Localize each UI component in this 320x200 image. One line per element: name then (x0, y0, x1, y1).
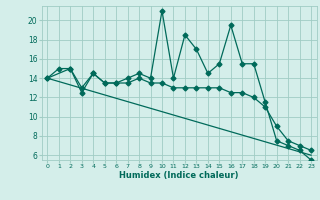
X-axis label: Humidex (Indice chaleur): Humidex (Indice chaleur) (119, 171, 239, 180)
